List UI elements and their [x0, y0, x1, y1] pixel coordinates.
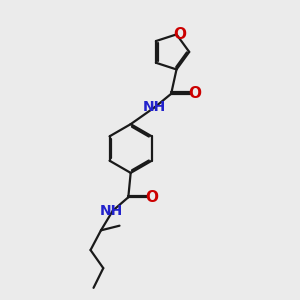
Text: NH: NH: [100, 204, 123, 218]
Text: O: O: [174, 27, 187, 42]
Text: O: O: [146, 190, 159, 205]
Text: O: O: [188, 86, 201, 101]
Text: NH: NH: [143, 100, 166, 114]
